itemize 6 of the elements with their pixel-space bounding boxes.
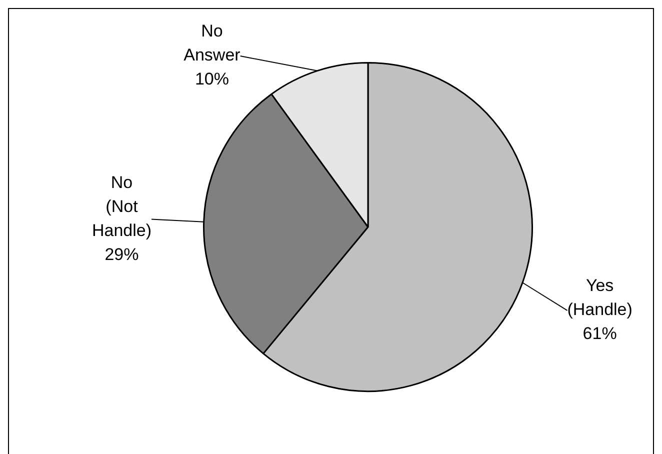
slice-label: Yes (Handle) [567, 276, 632, 320]
slice-label: No (Not Handle) [92, 172, 152, 240]
data-label: 29% [104, 244, 139, 264]
data-label: 61% [582, 324, 617, 344]
data-label: 10% [194, 70, 229, 89]
slice-label: No Answer [184, 22, 241, 65]
